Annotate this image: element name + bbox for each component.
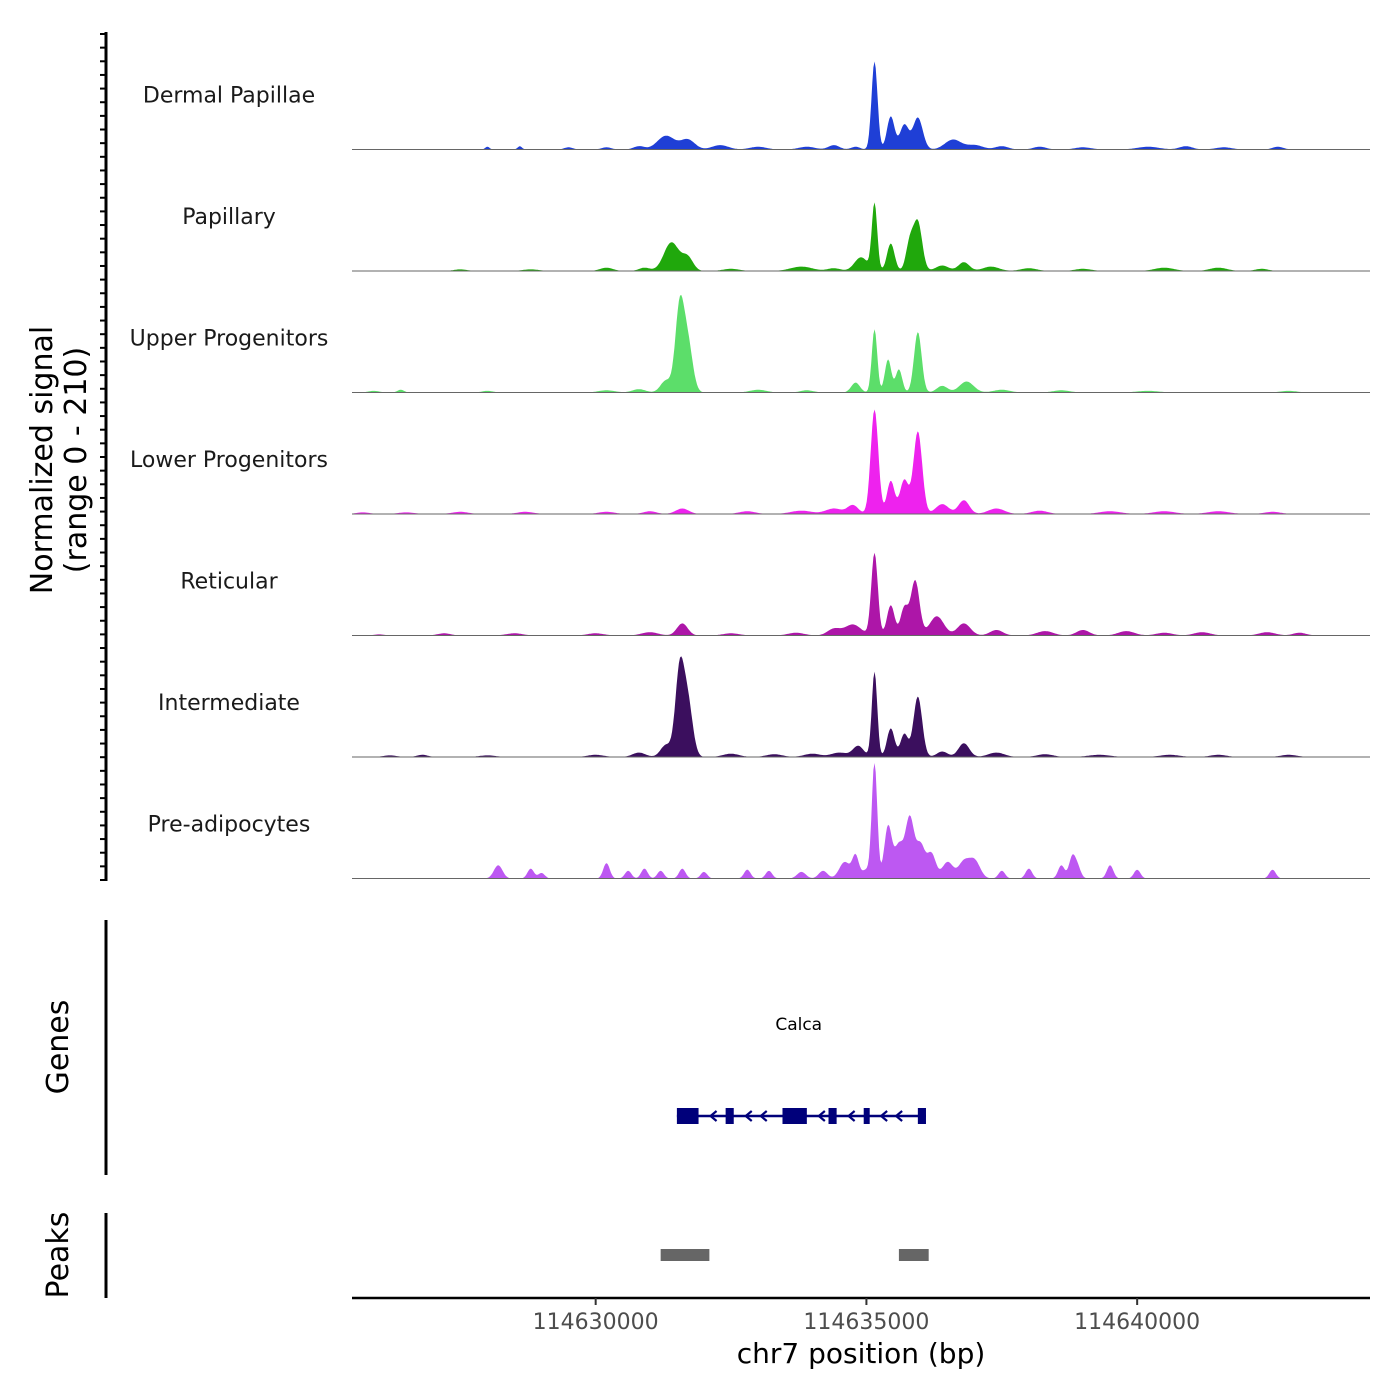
gene-track: Calca bbox=[676, 1015, 926, 1124]
gene-exon bbox=[676, 1108, 699, 1124]
coverage-area bbox=[352, 294, 1370, 393]
x-axis-title: chr7 position (bp) bbox=[737, 1337, 986, 1370]
track-label: Intermediate bbox=[158, 691, 300, 716]
track-upper-progenitors: Upper Progenitors bbox=[130, 294, 1370, 393]
track-label: Reticular bbox=[180, 570, 278, 595]
x-tick-label: 114635000 bbox=[803, 1310, 929, 1335]
gene-calca: Calca bbox=[676, 1015, 926, 1124]
gene-exon bbox=[828, 1108, 837, 1124]
track-label: Papillary bbox=[182, 205, 276, 230]
strand-arrow bbox=[894, 1110, 903, 1122]
gene-exon bbox=[782, 1108, 807, 1124]
coverage-area bbox=[352, 409, 1370, 514]
strand-arrow bbox=[879, 1110, 888, 1122]
peak-track bbox=[660, 1249, 929, 1261]
track-label: Lower Progenitors bbox=[130, 448, 328, 473]
track-intermediate: Intermediate bbox=[158, 656, 1370, 758]
coverage-tracks: Dermal Papillae Papillary Upper Progenitor… bbox=[130, 61, 1370, 879]
strand-arrow bbox=[846, 1110, 856, 1122]
coverage-area bbox=[352, 552, 1370, 636]
x-axis-ticks: 114630000 114635000 114640000 bbox=[533, 1298, 1200, 1335]
strand-arrow bbox=[759, 1110, 768, 1122]
track-pre-adipocytes: Pre-adipocytes bbox=[148, 763, 1370, 879]
track-label: Upper Progenitors bbox=[130, 327, 329, 352]
peaks-track-title: Peaks bbox=[41, 1212, 76, 1299]
track-label: Dermal Papillae bbox=[143, 84, 315, 109]
strand-arrow bbox=[817, 1110, 826, 1122]
peak-region bbox=[660, 1249, 710, 1261]
x-tick-label: 114630000 bbox=[533, 1310, 659, 1335]
y-axis-title-line2: (range 0 - 210) bbox=[59, 347, 94, 573]
track-reticular: Reticular bbox=[180, 552, 1370, 636]
x-tick-label: 114640000 bbox=[1074, 1310, 1200, 1335]
coverage-area bbox=[352, 61, 1370, 150]
coverage-area bbox=[352, 763, 1370, 879]
gene-label: Calca bbox=[775, 1015, 822, 1035]
track-lower-progenitors: Lower Progenitors bbox=[130, 409, 1370, 515]
signal-y-axis bbox=[100, 32, 108, 881]
gene-exon bbox=[725, 1108, 734, 1124]
strand-arrow bbox=[708, 1110, 718, 1122]
genes-track-title: Genes bbox=[41, 1000, 76, 1095]
gene-exon bbox=[863, 1108, 870, 1124]
track-papillary: Papillary bbox=[182, 202, 1370, 272]
gene-exon bbox=[917, 1108, 926, 1124]
peak-region bbox=[898, 1249, 929, 1261]
coverage-area bbox=[352, 656, 1370, 757]
track-label: Pre-adipocytes bbox=[148, 813, 311, 838]
coverage-area bbox=[352, 202, 1370, 271]
track-dermal-papillae: Dermal Papillae bbox=[143, 61, 1370, 150]
y-axis-title-line1: Normalized signal bbox=[25, 326, 60, 594]
strand-arrow bbox=[744, 1110, 753, 1122]
